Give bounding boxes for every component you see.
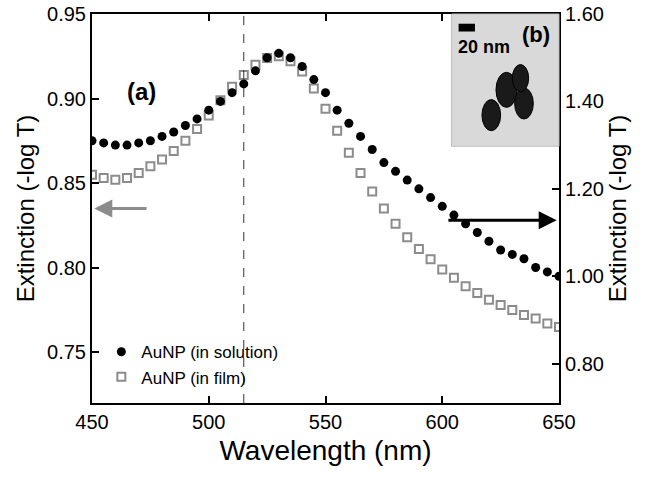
svg-text:650: 650	[542, 411, 575, 433]
svg-text:1.00: 1.00	[565, 265, 604, 287]
svg-text:0.80: 0.80	[47, 257, 86, 279]
svg-text:550: 550	[309, 411, 342, 433]
svg-text:1.60: 1.60	[565, 3, 604, 25]
svg-text:600: 600	[426, 411, 459, 433]
svg-text:0.75: 0.75	[47, 341, 86, 363]
svg-text:Extinction (-log T): Extinction (-log T)	[12, 115, 39, 303]
svg-text:1.40: 1.40	[565, 90, 604, 112]
svg-text:450: 450	[75, 411, 108, 433]
svg-text:500: 500	[192, 411, 225, 433]
svg-text:AuNP (in film): AuNP (in film)	[141, 369, 246, 388]
svg-text:20 nm: 20 nm	[458, 37, 510, 57]
svg-text:0.95: 0.95	[47, 3, 86, 25]
svg-text:0.80: 0.80	[565, 353, 604, 375]
svg-text:1.20: 1.20	[565, 178, 604, 200]
svg-text:Wavelength (nm): Wavelength (nm)	[219, 435, 431, 466]
svg-text:Extinction (-log T): Extinction (-log T)	[604, 115, 631, 303]
svg-text:0.90: 0.90	[47, 88, 86, 110]
svg-text:AuNP (in solution): AuNP (in solution)	[141, 343, 278, 362]
svg-text:0.85: 0.85	[47, 172, 86, 194]
svg-text:(a): (a)	[127, 78, 156, 105]
svg-text:(b): (b)	[522, 22, 550, 47]
